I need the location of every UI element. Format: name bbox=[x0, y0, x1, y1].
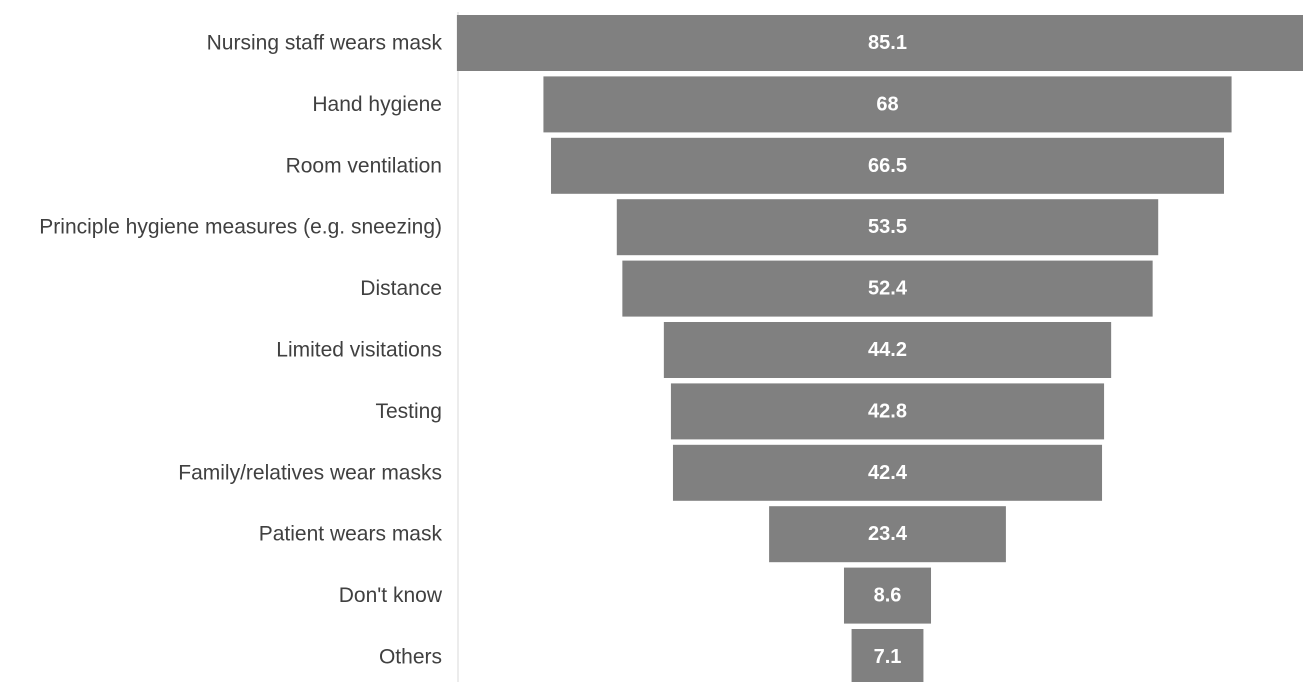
data-label: 44.2 bbox=[868, 339, 907, 361]
category-label: Distance bbox=[360, 277, 442, 300]
category-label: Others bbox=[379, 646, 442, 669]
data-label: 7.1 bbox=[874, 646, 902, 668]
bar bbox=[456, 15, 1303, 71]
bar bbox=[843, 567, 932, 624]
bar bbox=[616, 199, 1159, 256]
bars bbox=[456, 15, 1303, 682]
bar bbox=[672, 444, 1103, 501]
data-label: 23.4 bbox=[868, 523, 908, 545]
category-label: Testing bbox=[375, 400, 442, 423]
category-label: Family/relatives wear masks bbox=[178, 461, 442, 484]
category-label: Don't know bbox=[339, 584, 443, 607]
bar bbox=[551, 137, 1224, 194]
value-labels: 85.1 68 66.5 53.5 52.4 44.2 42.8 42.4 23.4 8.6 7.1 bbox=[868, 32, 908, 668]
bar bbox=[543, 76, 1232, 133]
data-label: 85.1 bbox=[868, 32, 907, 54]
category-label: Nursing staff wears mask bbox=[207, 32, 443, 55]
data-label: 52.4 bbox=[868, 278, 908, 300]
data-label: 42.8 bbox=[868, 400, 907, 422]
bar bbox=[622, 260, 1153, 317]
data-label: 8.6 bbox=[874, 585, 902, 607]
data-label: 66.5 bbox=[868, 155, 907, 177]
category-label: Limited visitations bbox=[276, 339, 442, 362]
bar bbox=[670, 383, 1105, 440]
category-label: Principle hygiene measures (e.g. sneezin… bbox=[39, 216, 442, 239]
bar bbox=[851, 629, 924, 682]
data-label: 53.5 bbox=[868, 216, 907, 238]
category-label: Room ventilation bbox=[286, 154, 442, 177]
bar bbox=[769, 506, 1006, 563]
data-label: 42.4 bbox=[868, 462, 908, 484]
category-labels: Nursing staff wears mask Hand hygiene Room… bbox=[39, 32, 443, 669]
category-label: Patient wears mask bbox=[259, 523, 443, 546]
bar bbox=[663, 322, 1112, 378]
data-label: 68 bbox=[876, 93, 898, 115]
category-label: Hand hygiene bbox=[312, 93, 442, 116]
